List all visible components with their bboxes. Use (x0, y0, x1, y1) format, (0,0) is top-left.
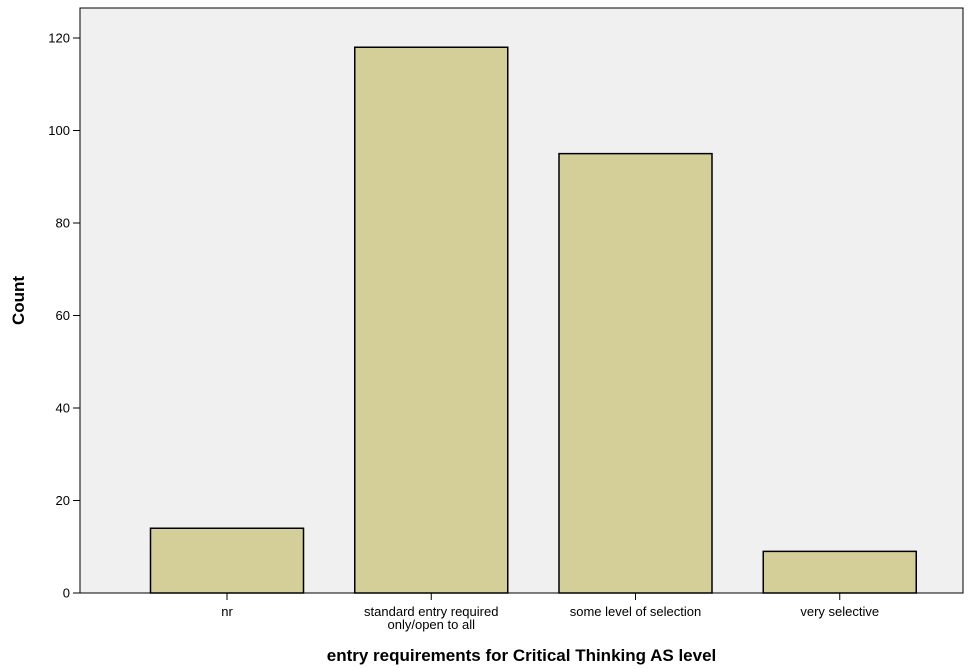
y-tick-label: 40 (56, 401, 70, 416)
x-tick-label: very selective (800, 604, 879, 619)
x-axis: nr standard entry required only/open to al… (221, 593, 879, 632)
bar (558, 152, 713, 594)
plot-area (79, 7, 964, 594)
x-axis-title: entry requirements for Critical Thinking… (327, 646, 717, 665)
bar (762, 550, 917, 594)
y-tick-label: 0 (63, 586, 70, 601)
bar (354, 46, 509, 594)
y-tick-label: 120 (48, 31, 70, 46)
x-tick-label: some level of selection (570, 604, 702, 619)
y-tick-label: 80 (56, 216, 70, 231)
y-tick-label: 60 (56, 308, 70, 323)
y-axis-title: Count (9, 276, 28, 325)
bar (149, 527, 305, 594)
y-tick-label: 100 (48, 123, 70, 138)
x-tick-label: nr (221, 604, 233, 619)
bars (149, 46, 917, 594)
x-tick-label: standard entry required only/open to all (364, 604, 498, 632)
y-tick-label: 20 (56, 493, 70, 508)
y-axis: 0 20 40 60 80 100 120 (48, 31, 80, 601)
